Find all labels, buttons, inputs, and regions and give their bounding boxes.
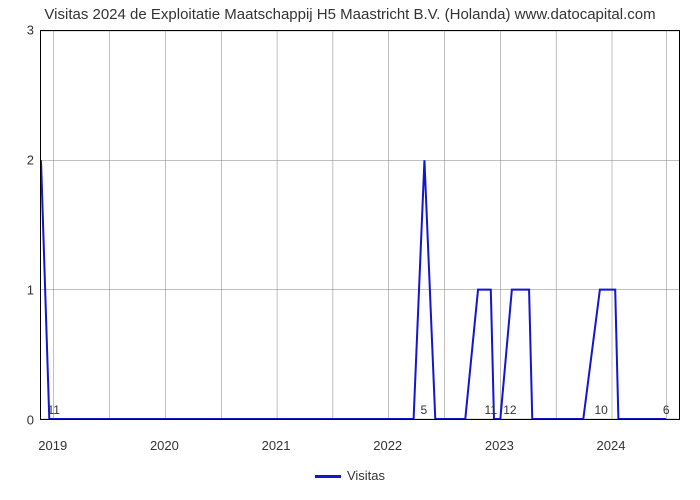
legend-label: Visitas	[347, 468, 385, 483]
inner-xlabel: 11	[48, 403, 60, 417]
chart-container: Visitas 2024 de Exploitatie Maatschappij…	[0, 0, 700, 500]
inner-xlabel: 12	[503, 403, 516, 417]
year-label: 2021	[262, 438, 291, 453]
year-label: 2022	[373, 438, 402, 453]
ytick-3: 3	[0, 23, 34, 38]
plot-area: 11 5 11 12 10 6	[40, 30, 680, 420]
inner-xlabel: 5	[420, 403, 427, 417]
year-label: 2024	[597, 438, 626, 453]
legend-swatch	[315, 475, 341, 478]
grid-layer	[41, 31, 679, 419]
inner-xlabel: 11	[485, 403, 497, 417]
inner-xlabel: 6	[663, 403, 670, 417]
ytick-0: 0	[0, 413, 34, 428]
year-label: 2019	[38, 438, 67, 453]
ytick-2: 2	[0, 153, 34, 168]
inner-xlabel: 10	[594, 403, 607, 417]
chart-svg	[41, 31, 679, 419]
ytick-1: 1	[0, 283, 34, 298]
chart-title: Visitas 2024 de Exploitatie Maatschappij…	[0, 6, 700, 23]
year-label: 2023	[485, 438, 514, 453]
legend: Visitas	[0, 468, 700, 483]
year-label: 2020	[150, 438, 179, 453]
